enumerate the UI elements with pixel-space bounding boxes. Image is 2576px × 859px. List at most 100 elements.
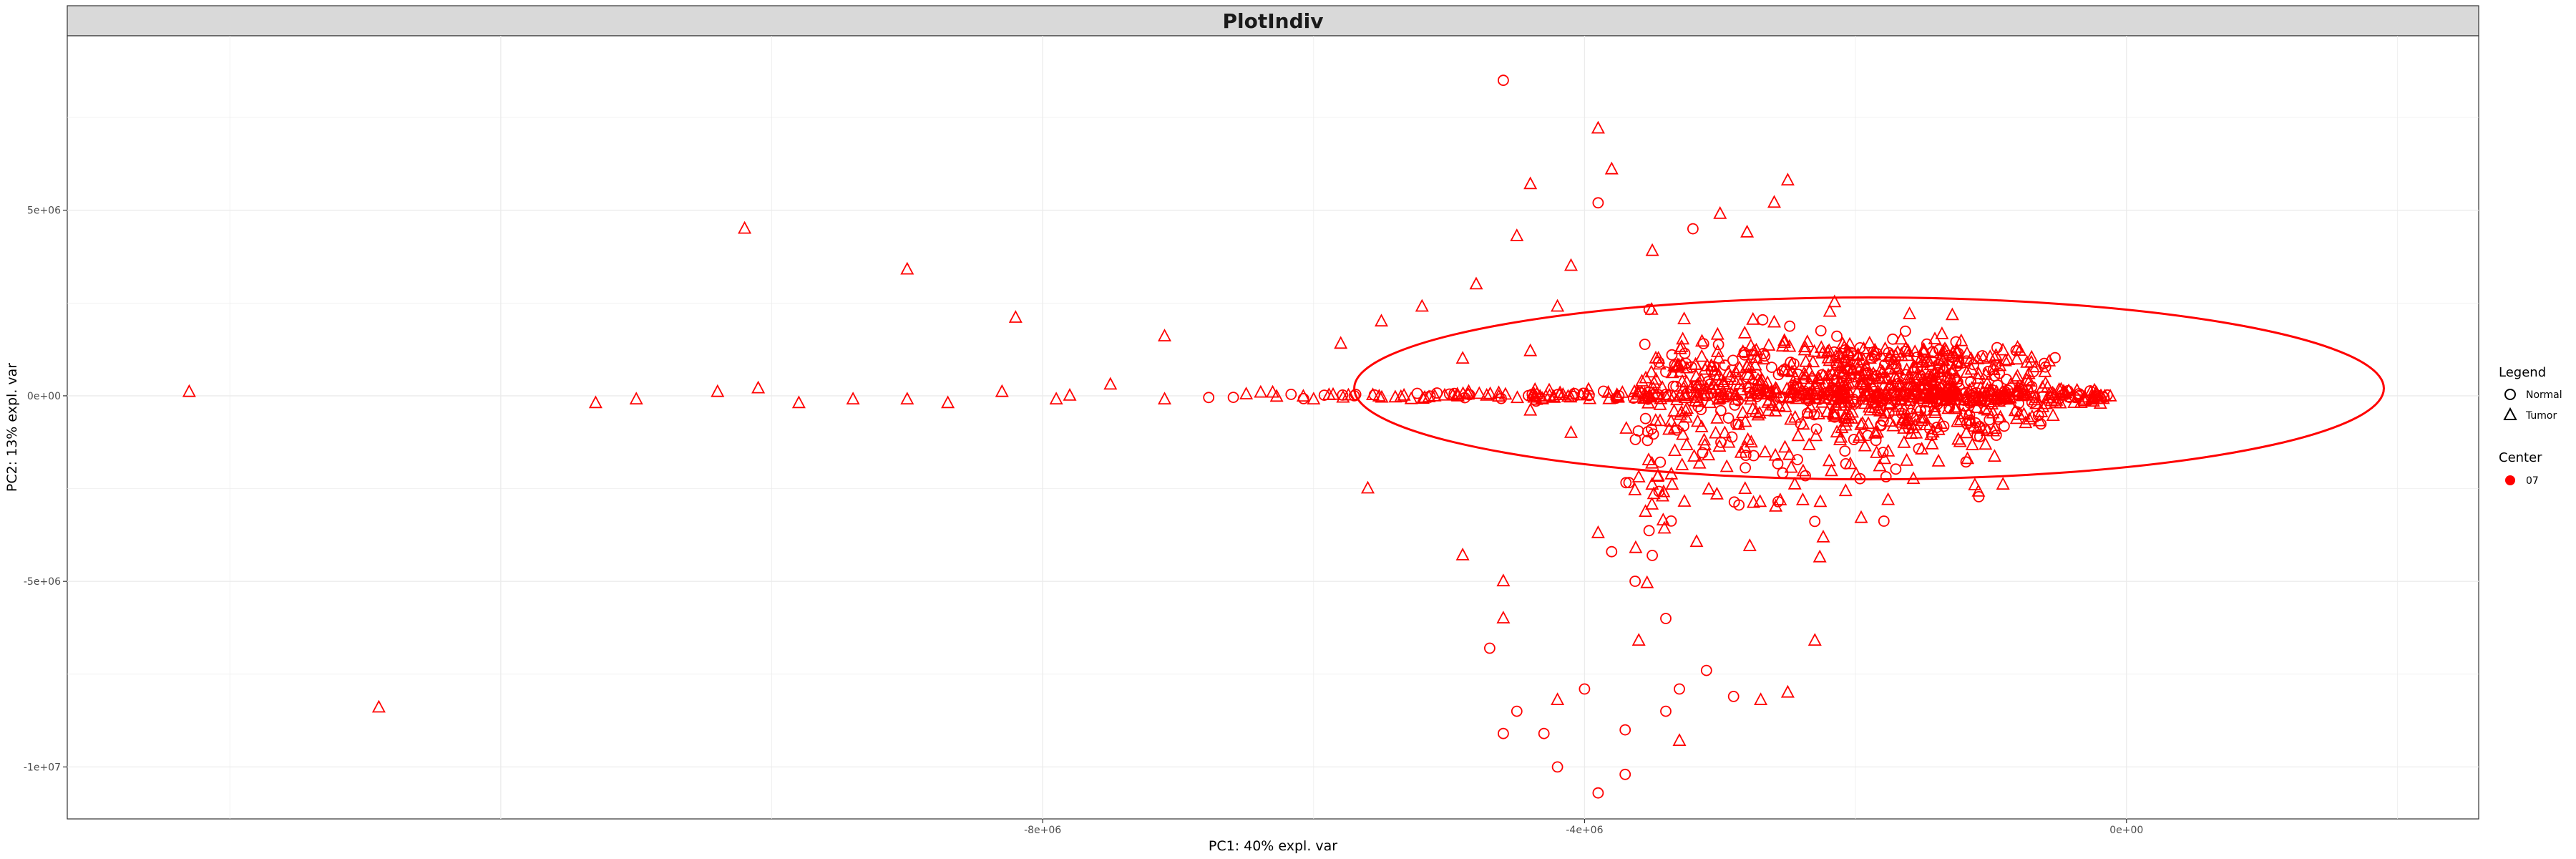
data-point-normal <box>1337 389 1349 401</box>
data-point-tumor <box>1679 388 1693 402</box>
data-point-normal <box>1740 462 1752 474</box>
y-axis-title: PC2: 13% expl. var <box>4 363 20 492</box>
data-point-tumor <box>1921 368 1936 382</box>
data-point-tumor <box>1639 504 1653 517</box>
title-strip <box>67 5 2479 37</box>
data-point-normal <box>1646 423 1657 435</box>
data-point-tumor <box>1807 344 1822 357</box>
data-point-tumor <box>1741 432 1755 445</box>
data-point-tumor <box>1962 382 1976 396</box>
data-point-tumor <box>1852 362 1866 376</box>
data-point-tumor <box>846 392 860 404</box>
data-point-tumor <box>1647 375 1662 389</box>
data-point-tumor <box>1336 389 1350 403</box>
data-point-tumor <box>2002 387 2016 400</box>
data-point-tumor <box>1874 387 1888 400</box>
data-point-tumor <box>1706 377 1720 390</box>
legend-color-title: Center <box>2499 450 2542 465</box>
data-point-normal <box>1746 349 1757 361</box>
data-point-tumor <box>1752 405 1767 419</box>
data-point-tumor <box>1784 460 1798 473</box>
data-point-normal <box>1848 398 1860 410</box>
data-point-tumor <box>1845 404 1859 418</box>
data-point-tumor <box>1724 387 1739 400</box>
data-point-tumor <box>1989 392 2003 405</box>
legend-center-label: 07 <box>2526 475 2539 487</box>
data-point-tumor <box>1981 402 1995 416</box>
y-tick-label: -5e+06 <box>24 576 61 588</box>
data-point-tumor <box>1692 455 1707 469</box>
data-point-normal <box>1976 350 1989 361</box>
data-point-tumor <box>1926 383 1941 396</box>
data-point-normal <box>1687 223 1699 235</box>
data-point-tumor <box>1629 540 1643 553</box>
data-point-normal <box>1868 346 1880 358</box>
data-point-tumor <box>1979 437 1993 450</box>
data-point-normal <box>1960 456 1972 468</box>
data-point-tumor <box>1604 161 1619 175</box>
data-point-tumor <box>1551 692 1565 705</box>
data-point-tumor <box>1791 428 1805 442</box>
data-point-tumor <box>1564 424 1578 438</box>
data-point-tumor <box>1917 342 1931 356</box>
data-point-tumor <box>371 699 386 713</box>
data-point-tumor <box>1954 333 1968 346</box>
data-point-tumor <box>1888 402 1902 416</box>
data-point-tumor <box>1679 437 1694 450</box>
data-point-tumor <box>1254 384 1268 398</box>
data-point-tumor <box>1713 205 1727 219</box>
data-point-tumor <box>1797 366 1811 379</box>
data-point-tumor <box>1649 413 1663 426</box>
data-point-tumor <box>1802 364 1817 377</box>
x-axis-ticks: -8e+06 -4e+06 0e+00 <box>1024 819 2143 836</box>
data-point-tumor <box>1717 387 1731 401</box>
data-point-tumor <box>1828 409 1842 422</box>
data-point-tumor <box>1824 463 1838 477</box>
data-point-tumor <box>1942 372 1956 385</box>
data-point-tumor <box>1063 387 1077 401</box>
data-point-tumor <box>1823 304 1837 317</box>
data-point-normal <box>1674 683 1685 695</box>
data-point-tumor <box>1657 520 1672 534</box>
data-point-tumor <box>1729 364 1743 378</box>
data-point-normal <box>1511 705 1523 717</box>
data-point-tumor <box>1813 372 1826 385</box>
data-point-tumor <box>1986 362 2001 375</box>
data-point-normal <box>1639 339 1651 350</box>
data-point-tumor <box>1964 361 1979 375</box>
data-point-tumor <box>1455 351 1470 364</box>
data-point-tumor <box>1888 359 1903 373</box>
data-point-normal <box>1778 364 1790 376</box>
data-point-tumor <box>1472 386 1486 399</box>
data-point-normal <box>2032 409 2044 422</box>
data-point-tumor <box>1158 329 1171 341</box>
data-point-tumor <box>1878 451 1892 465</box>
data-point-tumor <box>1883 361 1897 375</box>
data-point-normal <box>1913 443 1925 455</box>
data-point-tumor <box>1843 456 1858 470</box>
data-point-tumor <box>1780 381 1794 394</box>
data-point-tumor <box>1732 417 1746 430</box>
data-point-normal <box>1641 435 1654 447</box>
data-point-tumor <box>1677 311 1692 324</box>
data-point-normal <box>1890 463 1902 475</box>
data-point-tumor <box>1767 314 1781 328</box>
data-point-tumor <box>1830 424 1844 438</box>
data-point-tumor <box>1822 383 1836 397</box>
data-point-normal <box>1870 435 1882 447</box>
data-point-normal <box>1568 391 1580 402</box>
data-point-normal <box>1847 378 1859 390</box>
data-point-tumor <box>1854 417 1868 430</box>
data-point-tumor <box>588 395 602 409</box>
data-point-normal <box>1660 613 1672 624</box>
data-point-normal <box>1632 425 1644 437</box>
data-point-tumor <box>1823 353 1837 367</box>
x-tick-label: 0e+00 <box>2109 825 2143 836</box>
data-point-tumor <box>1970 392 1984 405</box>
data-point-tumor <box>1829 397 1843 411</box>
data-point-tumor <box>2009 411 2024 424</box>
data-point-tumor <box>1679 409 1693 423</box>
data-point-normal <box>1998 420 2010 432</box>
data-point-tumor <box>2020 372 2034 386</box>
x-axis-title: PC1: 40% expl. var <box>1209 838 1337 854</box>
